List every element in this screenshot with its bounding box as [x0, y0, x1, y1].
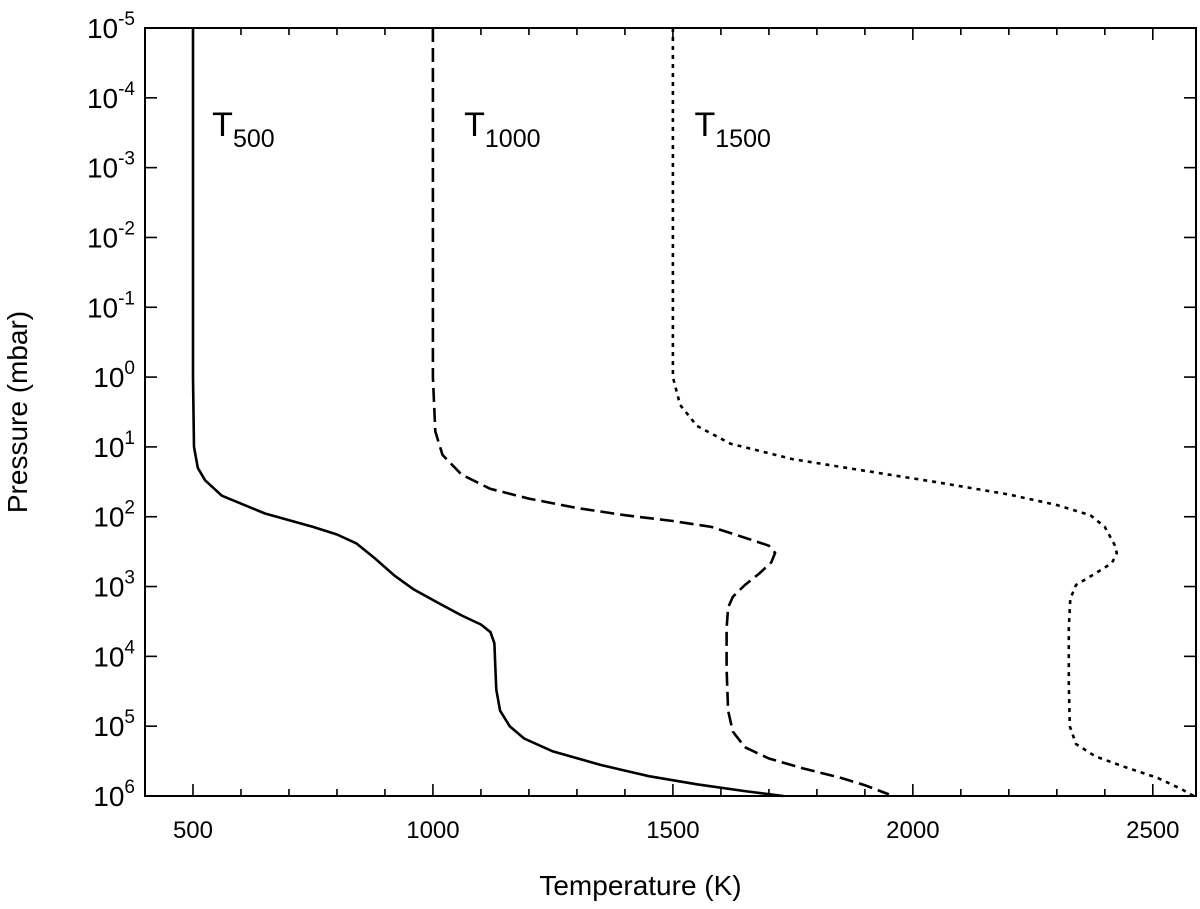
y-tick-label: 103: [93, 568, 135, 603]
x-tick-label: 1000: [406, 817, 459, 844]
series-line-500: [191, 28, 784, 798]
plot-frame: [144, 27, 1197, 797]
series-line-1000: [431, 28, 890, 796]
y-tick-label: 10-4: [87, 79, 135, 114]
tick-layer: [144, 27, 1196, 797]
y-tick-label: 105: [93, 707, 135, 742]
y-tick-label: 104: [93, 637, 135, 672]
y-axis-title: Pressure (mbar): [2, 311, 33, 513]
y-tick-label: 106: [93, 777, 135, 812]
curve-label-1500: T1500: [694, 106, 770, 153]
curve-label-500: T500: [212, 106, 274, 153]
y-tick-label: 102: [93, 498, 135, 533]
label-layer: 500 1000 1500 2000 2500 10-5 10-4 10-3 10-2 10-1 1…: [87, 9, 1180, 844]
x-tick-label: 500: [173, 817, 213, 844]
y-tick-label: 10-5: [87, 9, 135, 44]
curve-label-1000: T1000: [464, 106, 540, 153]
series-layer: [191, 28, 1195, 798]
x-tick-label: 1500: [646, 817, 699, 844]
y-tick-label: 10-1: [87, 288, 135, 323]
y-tick-label: 100: [93, 358, 135, 393]
y-tick-label: 10-2: [87, 218, 135, 253]
x-tick-label: 2500: [1126, 817, 1179, 844]
series-line-1500: [671, 28, 1195, 798]
x-axis-title: Temperature (K): [539, 870, 741, 901]
y-tick-label: 101: [93, 428, 135, 463]
y-tick-label: 10-3: [87, 149, 135, 184]
x-tick-label: 2000: [886, 817, 939, 844]
